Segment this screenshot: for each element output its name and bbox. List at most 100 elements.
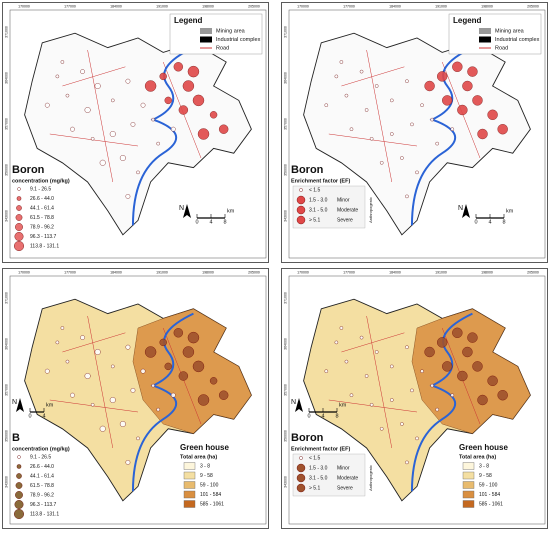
road: [341, 66, 405, 87]
sample-point: [424, 346, 435, 358]
y-coordinate: 357000: [283, 118, 287, 130]
sample-point: [430, 383, 434, 388]
y-coordinate: 371000: [283, 292, 287, 304]
north-label: N: [291, 399, 296, 406]
sample-point: [472, 95, 483, 106]
class-label: Moderate: [337, 207, 358, 213]
sample-point: [197, 394, 210, 406]
greenhouse-class: 59 - 100: [200, 482, 219, 488]
class-symbol: [16, 464, 22, 469]
sample-point: [125, 344, 131, 350]
scale-label: 4: [42, 413, 45, 419]
scale-label: 8: [335, 413, 338, 419]
sample-point: [405, 345, 409, 349]
sample-point: [60, 60, 65, 64]
sample-point: [467, 332, 478, 343]
sample-point: [65, 93, 70, 98]
north-label: N: [458, 205, 463, 212]
sample-point: [94, 348, 101, 355]
study-area: [303, 32, 531, 236]
sample-point: [209, 111, 218, 119]
sample-point: [151, 117, 155, 122]
greenhouse-swatch: [462, 471, 475, 480]
sample-point: [187, 331, 200, 344]
greenhouse-title: Green house: [180, 443, 229, 452]
x-coordinate: 177000: [64, 4, 76, 8]
sample-point: [44, 102, 50, 108]
greenhouse-class: 101 - 584: [479, 492, 500, 498]
greenhouse-class: 585 - 1061: [479, 501, 503, 507]
sample-point: [70, 392, 75, 398]
y-coordinate: 350000: [283, 164, 287, 176]
sample-point: [178, 371, 189, 381]
north-label: N: [12, 399, 17, 406]
class-symbol: [15, 491, 23, 499]
sample-point: [324, 369, 329, 373]
sample-point: [390, 398, 394, 402]
sample-point: [344, 93, 349, 98]
map-panel: 170000 177000 184000 191000 198000 205000 3710…: [281, 268, 548, 529]
legend-title: Legend: [453, 16, 482, 25]
scale-label: 4: [488, 219, 491, 225]
x-coordinate: 205000: [248, 270, 260, 274]
sample-point: [84, 106, 91, 113]
legend-swatch: [479, 28, 491, 34]
class-symbol: [15, 223, 23, 231]
sample-point: [497, 389, 508, 401]
class-range: 1.5 - 3.0: [309, 197, 328, 203]
greenhouse-class: 59 - 100: [479, 482, 498, 488]
y-coordinate: 343000: [283, 476, 287, 488]
sample-point: [109, 396, 116, 403]
road: [87, 315, 114, 449]
x-coordinate: 184000: [389, 4, 401, 8]
sample-point: [125, 459, 131, 465]
class-symbol: [16, 196, 22, 201]
sample-point: [209, 377, 218, 385]
sample-point: [170, 126, 176, 132]
sample-point: [156, 141, 160, 146]
sample-point: [339, 326, 344, 330]
legend-swatch: [200, 28, 212, 34]
y-coordinate: 350000: [283, 430, 287, 442]
greenhouse-swatch: [183, 490, 196, 499]
class-symbol: [15, 482, 23, 489]
y-coordinate: 371000: [4, 26, 8, 38]
sample-point: [173, 62, 184, 72]
sample-point: [84, 372, 91, 379]
sample-point: [405, 194, 409, 199]
y-coordinate: 364000: [4, 72, 8, 84]
sample-point: [497, 123, 508, 135]
greenhouse-swatch: [183, 462, 196, 470]
sample-point: [182, 346, 195, 358]
sample-point: [420, 103, 424, 107]
x-coordinate: 198000: [202, 270, 214, 274]
sample-point: [477, 128, 488, 140]
sample-point: [119, 154, 126, 161]
class-range: > 5.1: [309, 485, 320, 491]
y-coordinate: 350000: [4, 164, 8, 176]
sample-point: [125, 193, 131, 199]
greenhouse-class: 3 - 8: [479, 463, 489, 469]
class-label: Minor: [337, 197, 350, 203]
sample-point: [159, 338, 167, 347]
class-range: 61.5 - 78.8: [30, 483, 54, 489]
y-coordinate: 343000: [4, 476, 8, 488]
x-coordinate: 170000: [18, 4, 30, 8]
x-coordinate: 177000: [343, 270, 355, 274]
sample-point: [487, 109, 498, 121]
class-symbol: [17, 455, 21, 459]
class-range: 1.5 - 3.0: [309, 465, 328, 471]
greenhouse-swatch: [462, 462, 475, 470]
sample-point: [324, 103, 329, 107]
sample-point: [452, 61, 463, 73]
sample-point: [400, 156, 404, 160]
sample-point: [173, 328, 184, 338]
sample-point: [477, 394, 488, 406]
class-range: 26.6 - 44.0: [30, 464, 54, 470]
sample-point: [70, 126, 75, 132]
sample-point: [144, 346, 157, 358]
north-arrow: [16, 398, 24, 412]
class-range: 9.1 - 26.5: [30, 186, 51, 192]
x-coordinate: 184000: [110, 270, 122, 274]
